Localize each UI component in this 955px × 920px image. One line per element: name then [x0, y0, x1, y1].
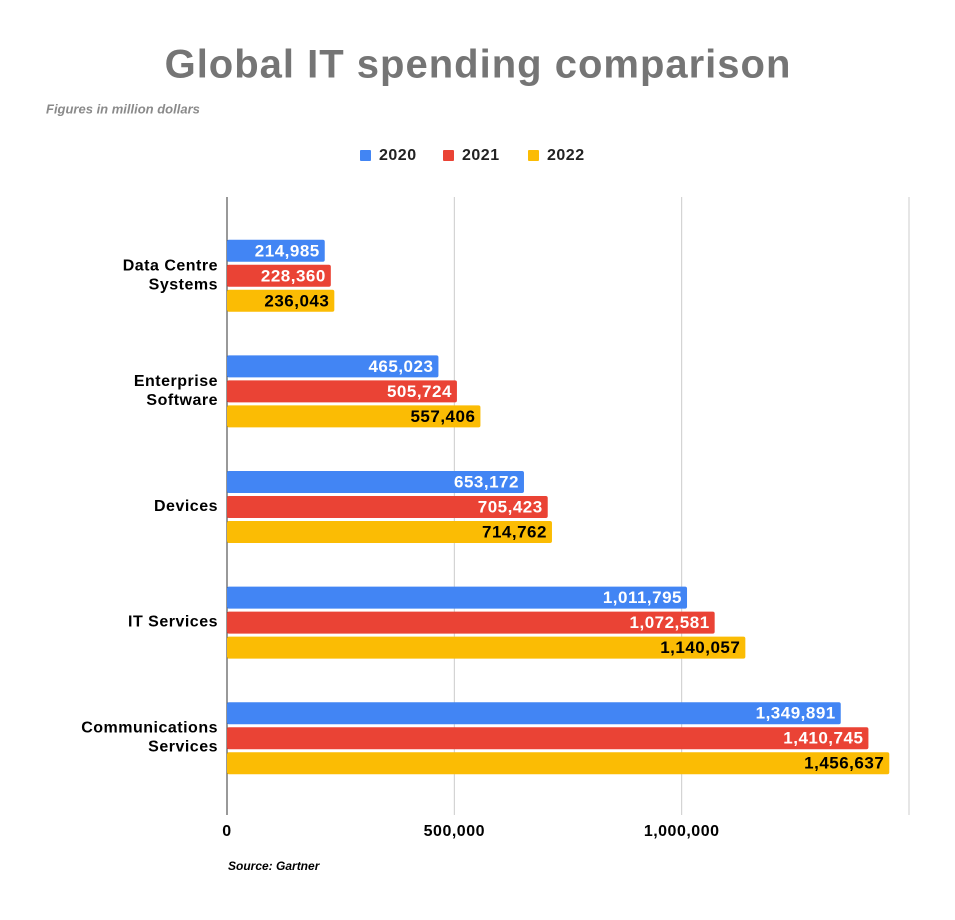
y-tick-label-line: Enterprise	[134, 373, 218, 390]
x-tick-label: 500,000	[424, 823, 485, 840]
bar	[227, 264, 331, 287]
bar	[227, 380, 457, 403]
legend-label: 2022	[547, 147, 585, 164]
y-tick-label-line: Services	[148, 739, 218, 756]
data-label: 653,172	[454, 472, 519, 491]
y-tick-label-line: Systems	[149, 277, 218, 294]
data-label: 714,762	[482, 522, 547, 541]
data-label: 705,423	[478, 497, 543, 516]
bar	[227, 702, 841, 725]
bar	[227, 752, 890, 775]
legend-swatch	[443, 150, 454, 161]
x-tick-label: 0	[222, 823, 231, 840]
y-tick-label: Data Centre Systems	[123, 258, 218, 294]
legend-label: 2021	[462, 147, 500, 164]
data-label: 1,349,891	[756, 704, 836, 723]
subtitle: Figures in million dollars	[46, 101, 200, 116]
bar	[227, 611, 715, 634]
data-label: 1,140,057	[660, 638, 740, 657]
y-tick-label-line: Communications	[81, 720, 218, 737]
bar	[227, 636, 746, 659]
y-tick-label: IT Services	[128, 614, 218, 631]
y-tick-label: Communications Services	[81, 720, 218, 756]
bar	[227, 355, 439, 378]
data-label: 214,985	[255, 241, 320, 260]
data-label: 1,456,637	[804, 754, 884, 773]
bar	[227, 496, 548, 518]
legend-label: 2020	[379, 147, 417, 164]
data-label: 1,072,581	[630, 613, 710, 632]
y-tick-label-line: IT Services	[128, 614, 218, 631]
y-tick-label: Devices	[154, 498, 218, 515]
y-tick-label-line: Data Centre	[123, 258, 218, 275]
y-tick-label: Enterprise Software	[134, 373, 218, 409]
bar	[227, 289, 335, 312]
bar	[227, 521, 552, 543]
bar	[227, 471, 524, 493]
bar	[227, 727, 869, 750]
data-label: 228,360	[261, 266, 326, 285]
y-tick-label-line: Software	[146, 392, 218, 409]
data-label: 236,043	[264, 291, 329, 310]
x-tick-label: 1,000,000	[644, 823, 720, 840]
data-label: 1,410,745	[783, 729, 863, 748]
legend-swatch	[528, 150, 539, 161]
legend-swatch	[360, 150, 371, 161]
data-label: 557,406	[410, 407, 475, 426]
data-label: 465,023	[368, 357, 433, 376]
bar	[227, 586, 688, 609]
bar	[227, 239, 325, 262]
chart-title: Global IT spending comparison	[165, 43, 792, 87]
source: Source: Gartner	[228, 859, 321, 873]
data-label: 1,011,795	[603, 588, 682, 607]
y-tick-label-line: Devices	[154, 498, 218, 515]
data-label: 505,724	[387, 382, 452, 401]
bar	[227, 405, 481, 428]
